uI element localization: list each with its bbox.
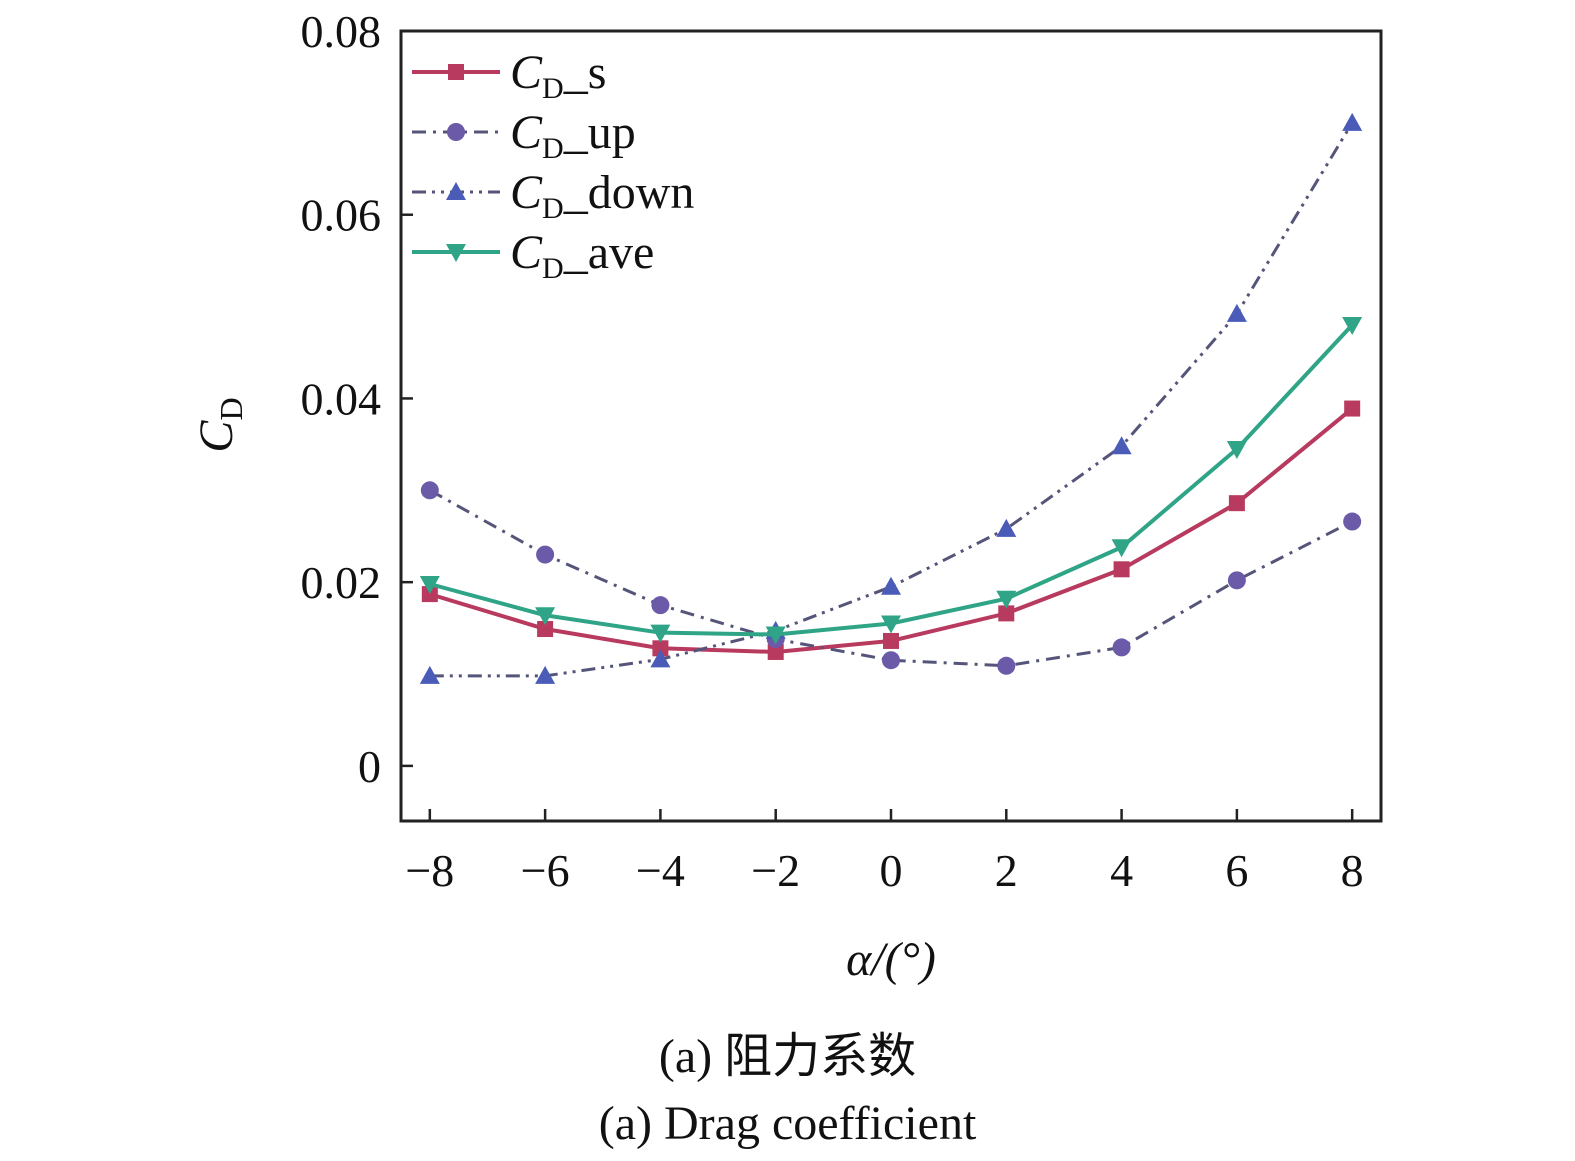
y-axis-label: CD bbox=[190, 397, 249, 452]
data-point bbox=[537, 621, 554, 638]
x-axis-label: α/(°) bbox=[846, 933, 936, 986]
axis-ticks: −8 −6 −4 −2 0 2 4 6 8 0 0.02 0.04 0.06 0.08 bbox=[301, 6, 1364, 896]
data-point bbox=[998, 605, 1015, 622]
data-point bbox=[535, 607, 556, 626]
data-point bbox=[1111, 539, 1132, 558]
data-point bbox=[1111, 436, 1132, 455]
legend-marker bbox=[446, 244, 466, 262]
caption-english: (a) Drag coefficient bbox=[598, 1097, 977, 1150]
data-point bbox=[535, 665, 556, 684]
data-point bbox=[883, 632, 899, 649]
y-tick-label: 0.04 bbox=[301, 373, 382, 424]
y-tick-label: 0 bbox=[358, 741, 381, 792]
x-tick-label: −6 bbox=[521, 845, 570, 896]
data-point bbox=[997, 656, 1016, 675]
series-layer bbox=[419, 112, 1363, 684]
data-point bbox=[650, 649, 671, 668]
series-line bbox=[429, 122, 1354, 678]
legend-item: CD_ave bbox=[412, 226, 654, 285]
data-point bbox=[1113, 561, 1130, 578]
data-point bbox=[1342, 112, 1363, 131]
legend-item: CD_s bbox=[412, 46, 606, 105]
data-point bbox=[881, 615, 901, 634]
legend-label: CD_down bbox=[510, 166, 694, 225]
legend-label: CD_s bbox=[510, 46, 606, 105]
data-point bbox=[765, 626, 786, 645]
legend-marker bbox=[448, 64, 464, 80]
legend-marker bbox=[446, 182, 466, 200]
legend-label: CD_up bbox=[510, 106, 636, 165]
data-point bbox=[1226, 440, 1247, 459]
data-point bbox=[767, 643, 784, 660]
x-tick-label: 8 bbox=[1341, 845, 1364, 896]
y-tick-label: 0.06 bbox=[301, 190, 382, 241]
data-point bbox=[421, 586, 438, 603]
legend-marker bbox=[447, 123, 465, 141]
x-tick-label: 6 bbox=[1225, 845, 1248, 896]
data-point bbox=[1226, 303, 1247, 322]
y-tick-label: 0.08 bbox=[301, 6, 382, 57]
data-point bbox=[419, 576, 440, 594]
data-point bbox=[652, 640, 669, 657]
series-cd-s bbox=[421, 400, 1361, 660]
x-tick-label: −2 bbox=[751, 845, 800, 896]
data-point bbox=[882, 651, 900, 670]
legend-item: CD_up bbox=[412, 106, 636, 165]
y-tick-label: 0.02 bbox=[301, 557, 382, 608]
legend-item: CD_down bbox=[412, 166, 694, 225]
caption-chinese: (a) 阻力系数 bbox=[658, 1030, 917, 1083]
x-tick-label: 4 bbox=[1110, 845, 1133, 896]
svg-text:CD: CD bbox=[190, 397, 249, 452]
data-point bbox=[536, 545, 555, 564]
data-point bbox=[881, 576, 901, 595]
data-point bbox=[650, 624, 671, 643]
legend-label: CD_ave bbox=[510, 226, 654, 285]
data-point bbox=[1228, 495, 1245, 512]
data-point bbox=[1227, 571, 1246, 590]
data-point bbox=[1344, 400, 1361, 417]
data-point bbox=[1343, 512, 1362, 531]
series-line bbox=[429, 407, 1354, 654]
series-cd-ave bbox=[419, 316, 1363, 645]
x-tick-label: −8 bbox=[405, 845, 454, 896]
data-point bbox=[419, 665, 440, 684]
x-tick-label: 0 bbox=[880, 845, 903, 896]
data-point bbox=[1342, 316, 1363, 335]
series-line bbox=[429, 488, 1353, 668]
x-tick-label: −4 bbox=[636, 845, 685, 896]
data-point bbox=[420, 481, 439, 500]
x-tick-label: 2 bbox=[995, 845, 1018, 896]
data-point bbox=[651, 596, 670, 615]
data-point bbox=[1112, 638, 1131, 657]
data-point bbox=[996, 590, 1017, 609]
data-point bbox=[996, 518, 1017, 537]
